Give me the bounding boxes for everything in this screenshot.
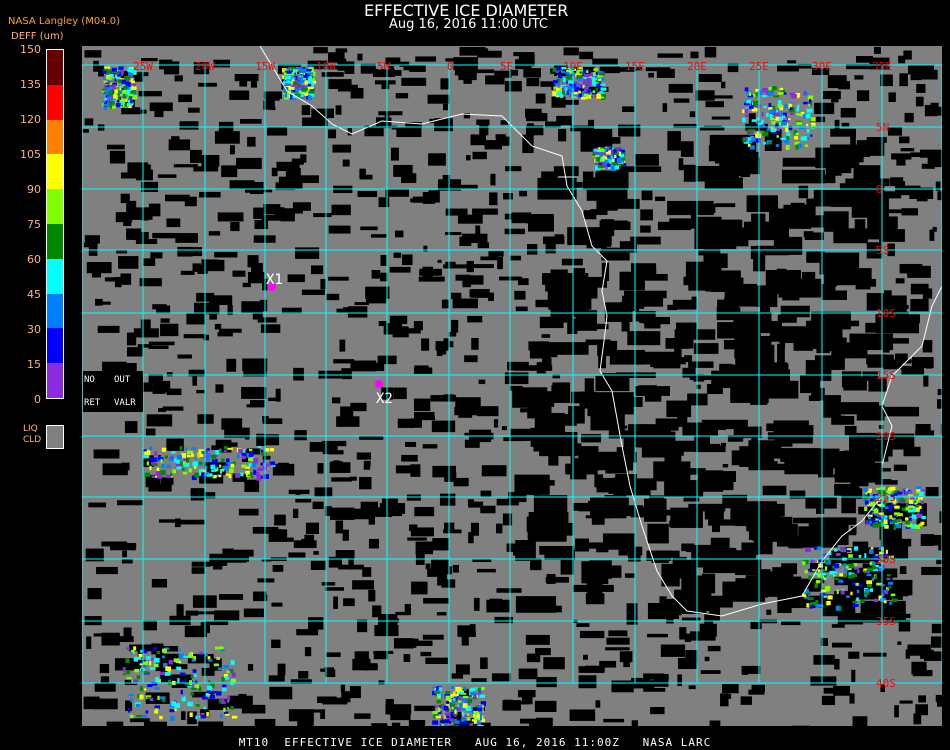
color-bar-segment [47,293,63,329]
source-label: NASA Langley (M04.0) [8,16,120,27]
color-bar-tick: 60 [27,253,41,266]
lon-label: 10W [316,60,336,73]
no-ret-line1: NO [84,375,95,385]
lon-label: 25E [749,60,769,73]
liquid-cloud-swatch [46,425,64,449]
color-bar-tick: 0 [34,393,41,406]
lon-label: 15W [255,60,275,73]
marker-x1-label: X1 [266,272,283,288]
color-bar-segment [47,84,63,120]
color-bar-tick: 120 [20,113,41,126]
color-bar-tick: 15 [27,358,41,371]
retrieval-legend-backdrop [83,371,143,412]
lat-label: 0 [876,183,883,196]
color-bar-segment [47,119,63,155]
color-bar-segment [47,223,63,259]
lat-label: 25S [876,491,896,504]
color-bar-segment [47,189,63,224]
grid-labels: 25W 20W 15W 10W 5W 0 5E 10E 15E 20E 25E 30E 35E 5N 0 5S… [133,60,896,690]
satellite-map[interactable]: 25W 20W 15W 10W 5W 0 5E 10E 15E 20E 25E 30E 35E 5N 0 5S… [82,46,942,726]
lat-label: 15S [876,369,896,382]
lat-label: 5S [876,244,889,257]
lat-label: 35S [876,615,896,628]
lon-label: 5E [500,60,513,73]
liq-label-1: LIQ [23,424,38,434]
lon-label: 10E [563,60,583,73]
lat-label: 30S [876,553,896,566]
lon-label: 0 [447,60,454,73]
marker-x1-dot[interactable] [268,283,276,291]
out-valr-line1: OUT [114,375,131,385]
color-bar-tick: 90 [27,183,41,196]
footer-caption: MT10 EFFECTIVE ICE DIAMETER AUG 16, 2016… [238,736,712,749]
lon-label: 20W [195,60,215,73]
map-datetime: Aug 16, 2016 11:00 UTC [389,17,548,32]
lat-label: 5N [876,121,889,134]
no-ret-line2: RET [84,398,101,408]
lat-lon-grid [82,64,942,684]
lon-label: 5W [377,60,391,73]
marker-x2-label: X2 [376,391,393,407]
color-bar-segment [47,154,63,190]
color-bar-segment [47,328,63,364]
color-bar-segment [47,50,63,85]
color-bar-segment [47,258,63,294]
color-bar-tick: 75 [27,218,41,231]
color-bar-segment [47,363,63,398]
liq-label-2: CLD [23,435,42,445]
lon-label: 15E [625,60,645,73]
color-bar-tick: 135 [20,78,41,91]
color-bar-tick: 45 [27,288,41,301]
lat-label: 20S [876,430,896,443]
lon-label: 30E [812,60,832,73]
out-valr-line2: VALR [114,398,136,408]
color-bar-tick: 105 [20,148,41,161]
color-bar [46,49,64,399]
map-title: EFFECTIVE ICE DIAMETER [364,1,569,20]
lat-label: 10S [876,307,896,320]
legend-unit: DEFF (um) [11,31,64,42]
color-bar-tick: 30 [27,323,41,336]
lon-label: 20E [687,60,707,73]
lat-label: 40S [876,677,896,690]
color-bar-tick: 150 [20,43,41,56]
marker-x2-dot[interactable] [375,380,383,388]
lon-label: 35E [872,60,892,73]
lon-label: 25W [133,60,153,73]
